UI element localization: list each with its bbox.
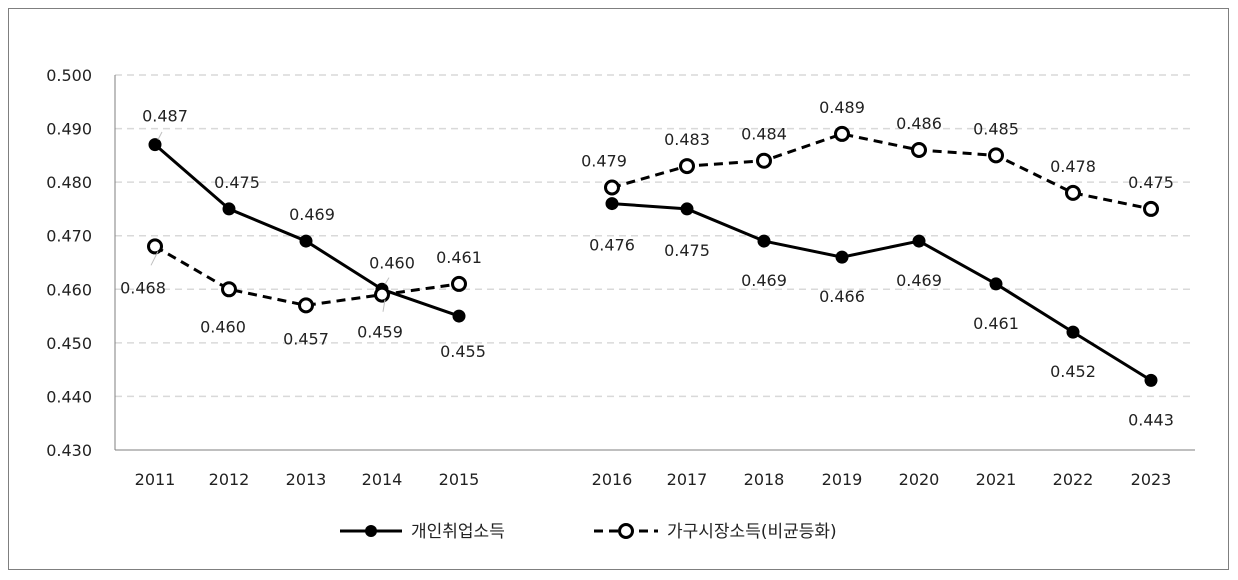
marker-personal-2019 (835, 250, 849, 264)
x-tick-label: 2020 (899, 470, 940, 489)
data-label-household-2019: 0.489 (819, 98, 865, 117)
marker-household-2020 (911, 142, 927, 158)
y-tick-label: 0.460 (46, 280, 92, 299)
y-tick-label: 0.470 (46, 227, 92, 246)
data-label-personal-2011: 0.487 (142, 107, 188, 126)
marker-personal-2018 (757, 234, 771, 248)
y-axis: 0.430 0.440 0.450 0.460 0.470 0.480 0.490 0.500 (46, 66, 116, 460)
marker-personal-2021 (989, 277, 1003, 291)
marker-personal-2022 (1066, 325, 1080, 339)
marker-personal-2012 (222, 202, 236, 216)
data-label-personal-2013: 0.469 (289, 205, 335, 224)
x-axis: 2011 2012 2013 2014 2015 2016 2017 2018 2019 2020… (115, 449, 1195, 489)
data-label-personal-2016: 0.476 (589, 236, 635, 255)
legend-household-marker (618, 523, 634, 539)
series-household-line-segment-2 (611, 132, 1152, 211)
data-label-household-2018: 0.484 (741, 125, 787, 144)
leader-line (157, 131, 163, 140)
x-tick-label: 2016 (592, 470, 633, 489)
data-label-household-2011: 0.468 (120, 278, 166, 297)
data-label-personal-2023: 0.443 (1128, 410, 1174, 429)
data-labels: 0.487 0.475 0.469 0.460 0.455 0.476 0.475 0.469… (120, 98, 1174, 429)
data-label-personal-2017: 0.475 (664, 241, 710, 260)
series-personal-line-segment-2 (611, 202, 1152, 382)
x-tick-label: 2017 (667, 470, 708, 489)
marker-household-2015 (451, 275, 467, 292)
data-label-household-2017: 0.483 (664, 130, 710, 149)
data-label-household-2023: 0.475 (1128, 173, 1174, 192)
x-tick-label: 2021 (976, 470, 1017, 489)
data-label-household-2021: 0.485 (973, 119, 1019, 138)
marker-personal-2016 (605, 197, 619, 211)
data-label-personal-2022: 0.452 (1050, 362, 1096, 381)
marker-personal-2011 (148, 138, 162, 152)
data-label-personal-2021: 0.461 (973, 314, 1019, 333)
marker-personal-2015 (452, 309, 466, 323)
x-tick-label: 2023 (1131, 470, 1172, 489)
data-label-household-2020: 0.486 (896, 114, 942, 133)
data-label-personal-2014: 0.460 (369, 253, 415, 272)
x-tick-label: 2018 (744, 470, 785, 489)
x-tick-label: 2011 (135, 470, 176, 489)
data-label-personal-2018: 0.469 (741, 271, 787, 290)
x-tick-label: 2013 (286, 470, 327, 489)
data-label-personal-2015: 0.455 (440, 342, 486, 361)
y-tick-label: 0.480 (46, 173, 92, 192)
legend-personal-marker (365, 525, 377, 537)
marker-household-2022 (1065, 184, 1081, 201)
leader-line (382, 299, 386, 312)
leader-line (384, 277, 390, 285)
marker-household-2018 (756, 152, 772, 169)
data-label-household-2016: 0.479 (581, 152, 627, 171)
marker-household-2012 (221, 281, 237, 298)
y-tick-label: 0.490 (46, 120, 92, 139)
x-tick-label: 2015 (439, 470, 480, 489)
marker-personal-2023 (1144, 373, 1158, 387)
marker-household-2011 (147, 238, 163, 255)
y-tick-label: 0.440 (46, 387, 92, 406)
data-label-household-2022: 0.478 (1050, 157, 1096, 176)
legend-household-label: 가구시장소득(비균등화) (667, 522, 837, 542)
series-markers (147, 125, 1159, 387)
marker-personal-2017 (680, 202, 694, 216)
x-tick-label: 2019 (822, 470, 863, 489)
leader-line (150, 251, 159, 266)
data-label-personal-2012: 0.475 (214, 173, 260, 192)
data-label-household-2015: 0.461 (436, 248, 482, 267)
gridlines (115, 74, 1195, 398)
marker-household-2021 (988, 147, 1004, 164)
marker-household-2016 (604, 179, 620, 196)
marker-personal-2020 (912, 234, 926, 248)
data-label-household-2013: 0.457 (283, 329, 329, 348)
marker-personal-2013 (299, 234, 313, 248)
data-label-personal-2019: 0.466 (819, 287, 865, 306)
data-label-household-2012: 0.460 (200, 317, 246, 336)
legend: 개인취업소득 가구시장소득(비균등화) (340, 522, 837, 542)
data-label-personal-2020: 0.469 (896, 271, 942, 290)
legend-personal-label: 개인취업소득 (411, 522, 505, 542)
marker-household-2023 (1143, 200, 1159, 217)
x-tick-label: 2012 (209, 470, 250, 489)
x-tick-label: 2014 (362, 470, 403, 489)
marker-household-2013 (298, 297, 314, 314)
x-tick-label: 2022 (1053, 470, 1094, 489)
marker-household-2017 (679, 158, 695, 175)
y-tick-label: 0.450 (46, 334, 92, 353)
data-label-household-2014: 0.459 (357, 323, 403, 342)
y-tick-label: 0.500 (46, 66, 92, 85)
marker-household-2019 (834, 125, 850, 142)
marker-household-2014 (374, 286, 390, 303)
y-tick-label: 0.430 (46, 441, 92, 460)
